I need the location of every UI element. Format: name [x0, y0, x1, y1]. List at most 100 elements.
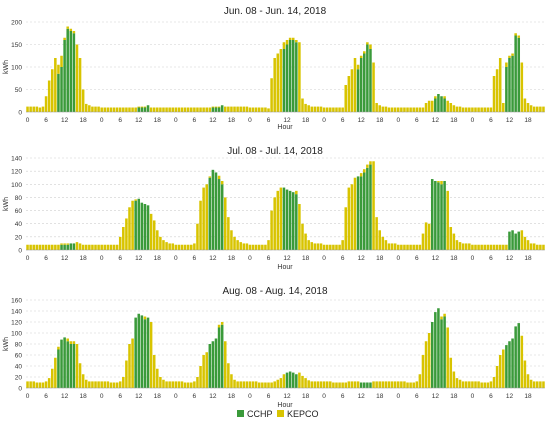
bar-cchp: [66, 341, 69, 388]
bar-kepco: [489, 244, 493, 250]
bar-kepco: [122, 107, 125, 112]
bar-cchp: [66, 28, 69, 112]
bar-cchp: [220, 324, 224, 388]
bar-kepco: [529, 379, 533, 388]
bar-kepco: [35, 244, 39, 250]
y-tick-label: 140: [11, 309, 22, 316]
bar-kepco: [468, 243, 471, 250]
bar-kepco: [329, 381, 332, 388]
x-tick-label: 12: [209, 255, 217, 262]
legend-label-kepco: KEPCO: [287, 409, 319, 419]
bar-kepco: [60, 243, 63, 245]
bar-cchp: [437, 308, 440, 388]
bar-kepco: [313, 381, 317, 388]
bar-kepco: [236, 106, 239, 112]
x-tick-label: 0: [174, 255, 178, 262]
x-tick-label: 0: [174, 117, 178, 124]
bar-kepco: [329, 107, 332, 112]
x-tick-label: 18: [302, 393, 310, 400]
bar-kepco: [480, 244, 483, 250]
bar-kepco: [38, 107, 42, 112]
bar-kepco: [88, 244, 91, 250]
bar-kepco: [264, 107, 267, 112]
chart-panel-1: Jun. 08 - Jun. 14, 2018 0 50 100 150 200 kWh 0 6…: [3, 6, 545, 131]
bar-kepco: [443, 313, 446, 317]
bar-kepco: [322, 244, 326, 250]
bar-cchp: [217, 107, 221, 112]
bar-cchp: [291, 372, 295, 388]
bar-cchp: [508, 341, 511, 388]
bar-kepco: [415, 381, 419, 388]
bar-cchp: [72, 243, 76, 250]
x-tick-label: 6: [267, 255, 271, 262]
bar-kepco: [471, 244, 474, 250]
bar-kepco: [168, 243, 171, 250]
bar-kepco: [455, 240, 459, 250]
bar-kepco: [78, 58, 82, 112]
bar-kepco: [103, 107, 107, 112]
bar-kepco: [131, 107, 134, 112]
bar-kepco: [267, 108, 270, 112]
legend-label-cchp: CCHP: [247, 409, 273, 419]
x-tick-label: 6: [341, 255, 345, 262]
bar-cchp: [57, 349, 60, 388]
bar-kepco: [369, 44, 372, 49]
y-axis-label: kWh: [3, 337, 10, 351]
bar-kepco: [125, 360, 128, 388]
bar-kepco: [220, 322, 224, 325]
bar-cchp: [285, 189, 289, 250]
bar-kepco: [474, 244, 477, 250]
y-tick-label: 20: [15, 375, 23, 382]
bar-kepco: [332, 382, 335, 388]
bar-cchp: [60, 339, 63, 388]
x-tick-label: 0: [322, 117, 326, 124]
bar-kepco: [205, 352, 208, 388]
bar-kepco: [452, 105, 456, 112]
bar-kepco: [396, 244, 400, 250]
x-tick-label: 6: [489, 255, 493, 262]
bar-kepco: [165, 242, 168, 250]
bar-cchp: [440, 319, 443, 388]
bar-kepco: [288, 37, 292, 40]
bar-kepco: [54, 357, 57, 388]
bar-kepco: [69, 28, 73, 31]
bar-kepco: [251, 244, 255, 250]
bar-kepco: [103, 244, 107, 250]
bar-kepco: [363, 51, 366, 54]
x-axis-label: Hour: [277, 402, 293, 409]
bar-kepco: [196, 107, 199, 112]
bar-kepco: [437, 181, 440, 183]
bar-cchp: [511, 338, 514, 388]
bar-kepco: [310, 242, 314, 250]
bar-kepco: [539, 244, 542, 250]
bar-kepco: [125, 218, 128, 250]
x-tick-label: 12: [135, 117, 143, 124]
bar-kepco: [162, 107, 165, 112]
bar-kepco: [390, 243, 394, 250]
bar-kepco: [427, 100, 431, 112]
bar-kepco: [480, 382, 483, 388]
bar-kepco: [63, 243, 66, 245]
bar-kepco: [26, 106, 29, 112]
bar-cchp: [505, 67, 508, 112]
bar-kepco: [50, 368, 54, 388]
bar-cchp: [288, 190, 292, 250]
bar-kepco: [196, 377, 199, 388]
bar-kepco: [50, 69, 54, 112]
bar-kepco: [66, 26, 69, 29]
bar-cchp: [443, 181, 446, 250]
bar-kepco: [471, 381, 474, 388]
bar-kepco: [115, 244, 119, 250]
bar-cchp: [369, 382, 372, 388]
bar-kepco: [319, 381, 323, 388]
bar-kepco: [353, 381, 357, 388]
bar-kepco: [468, 107, 471, 112]
x-tick-label: 18: [80, 393, 88, 400]
y-tick-label: 100: [11, 65, 22, 72]
bar-kepco: [227, 217, 230, 250]
bar-cchp: [282, 49, 286, 112]
bar-cchp: [434, 312, 437, 388]
y-tick-label: 0: [18, 110, 22, 117]
bar-kepco: [495, 69, 499, 112]
